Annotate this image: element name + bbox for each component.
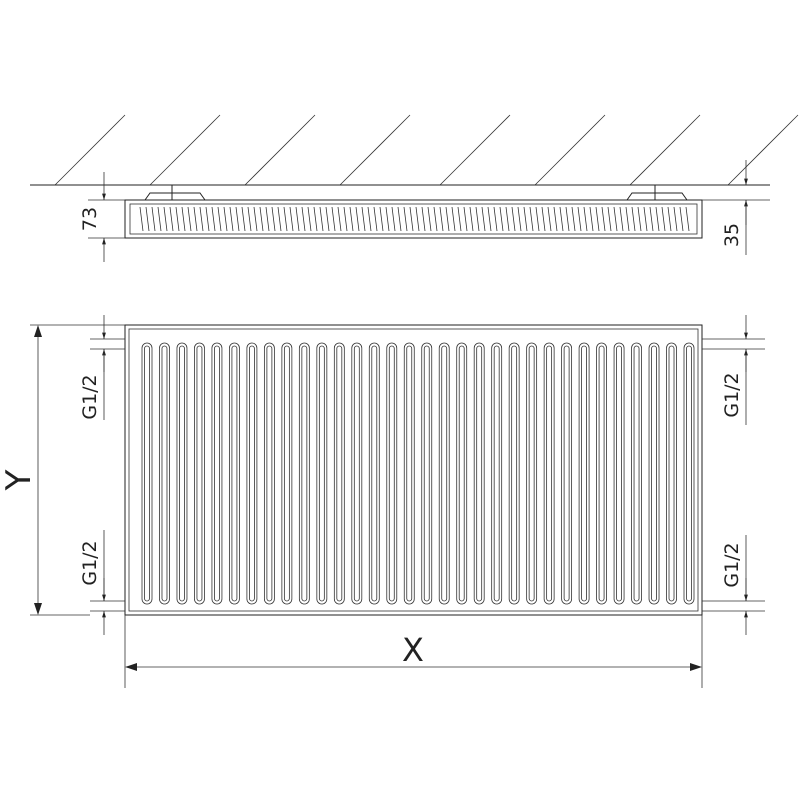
flute [438,342,450,605]
flute-inner [686,345,692,602]
width-dimension-label: X [402,631,424,669]
hatch-line [629,114,701,186]
flute-inner [283,345,290,602]
connection-label-right-bottom: G1/2 [721,542,743,587]
top-view: 73 35 [30,114,799,262]
connection-stubs [90,338,765,612]
flute-inner [528,345,535,602]
flute [631,342,642,605]
flute [159,342,170,605]
flute-inner [214,345,220,602]
flute [683,342,695,605]
wall-bracket-right [626,185,688,201]
hatch-line [244,114,316,186]
flute-inner [511,345,518,602]
flute-inner [651,345,657,602]
flute [456,342,468,605]
flute-inner [406,345,413,602]
flute [351,342,363,605]
hatch-line [534,114,606,186]
radiator-convector-fins [129,203,698,235]
hatch-line [439,114,511,186]
flute [473,342,485,605]
flute [386,342,398,605]
connection-label-left-top: G1/2 [79,374,101,419]
flute-inner [668,345,675,602]
flute-inner [179,345,185,602]
depth-dimension-label: 73 [79,207,101,231]
flute-inner [231,345,238,602]
height-dimension-label: Y [0,469,39,491]
flute [281,342,293,605]
flute [333,342,345,605]
flute [578,342,590,605]
flute [176,342,188,605]
hatch-line [727,114,799,186]
radiator-top-outline [124,199,703,239]
flute-inner [493,345,500,602]
flute [211,342,223,605]
flute [613,342,625,605]
radiator-flutes [141,342,695,605]
flute-inner [458,345,465,602]
flute [246,342,258,605]
convector-fin-pattern [139,206,690,232]
flute [508,342,520,605]
flute [368,342,380,605]
flute-inner [476,345,483,602]
flute [263,342,275,605]
flute [543,342,555,605]
flute [491,342,503,605]
flute-inner [353,345,360,602]
flute-inner [266,345,273,602]
flute-inner [336,345,343,602]
flute-inner [581,345,587,602]
radiator-front-outline [124,324,703,616]
flute [403,342,415,605]
flute-inner [301,345,308,602]
flute [316,342,328,605]
front-view: Y X G1/2 G1/2 G1/2 G1/2 [0,315,765,688]
flute-inner [633,345,640,602]
flute [298,342,310,605]
flute [421,342,433,605]
flute-inner [371,345,378,602]
connection-label-left-bottom: G1/2 [79,540,101,585]
wall-offset-dimension-label: 35 [721,223,743,247]
hatch-line [54,114,126,186]
flute-inner [144,345,150,602]
hatch-line [339,114,411,186]
flute-inner [388,345,395,602]
flute-inner [161,345,168,602]
flute [194,342,205,605]
flute-inner [598,345,605,602]
wall-bracket-left [144,185,206,201]
flute-inner [546,345,553,602]
flute [596,342,607,605]
flute [526,342,538,605]
flute-inner [196,345,203,602]
connection-label-right-top: G1/2 [721,372,743,417]
flute [666,342,677,605]
wall-hatching [54,114,799,186]
flute [229,342,240,605]
flute-inner [249,345,255,602]
flute [648,342,660,605]
flute-inner [616,345,622,602]
flute-inner [441,345,448,602]
flute-inner [318,345,325,602]
flute-inner [563,345,570,602]
flute [141,342,153,605]
flute [561,342,573,605]
hatch-line [149,114,221,186]
flute-inner [423,345,430,602]
fin-lines [139,206,690,232]
